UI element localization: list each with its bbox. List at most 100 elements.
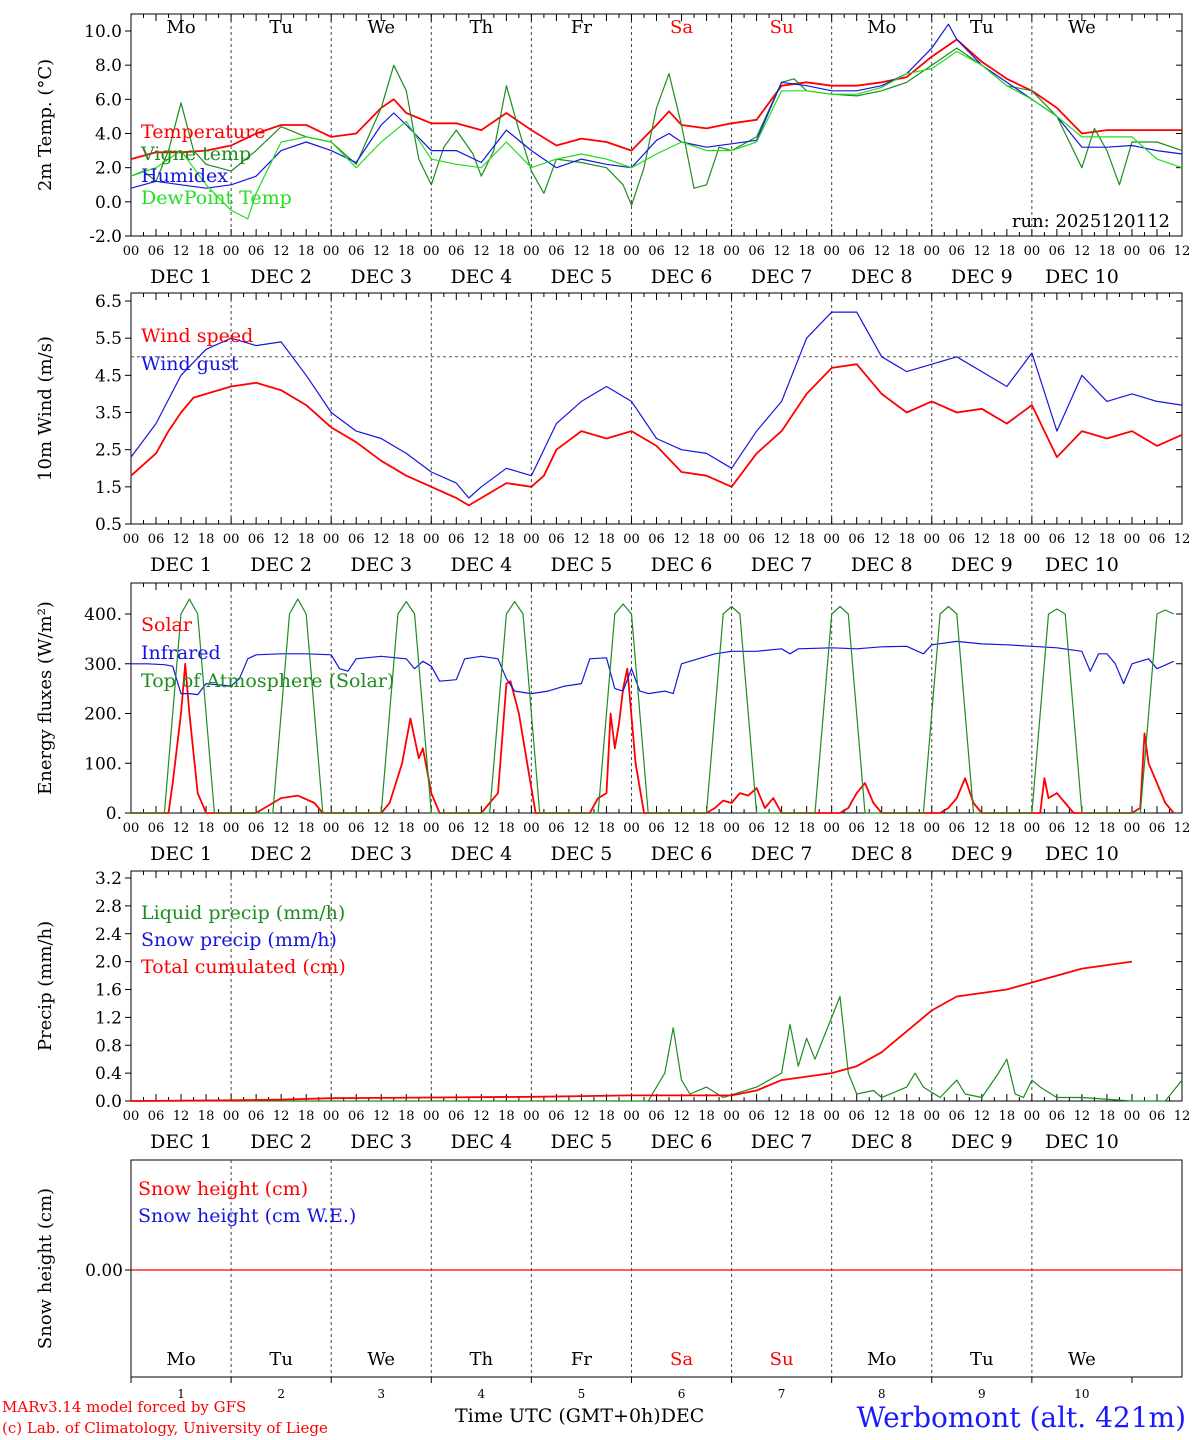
date-label: DEC 10 [1045, 554, 1119, 576]
hour-label: 18 [798, 532, 815, 547]
hour-label: 18 [898, 1109, 915, 1124]
hour-label: 00 [423, 1109, 440, 1124]
date-label: DEC 8 [851, 554, 913, 576]
energy-panel [125, 582, 1183, 814]
hour-label: 06 [648, 821, 665, 836]
hour-label: 00 [523, 1109, 540, 1124]
hour-label: 18 [498, 1109, 515, 1124]
hour-label: 00 [123, 821, 140, 836]
day-number-label: 3 [377, 1387, 385, 1401]
hour-label: 12 [1174, 821, 1191, 836]
hour-label: 12 [873, 244, 890, 259]
hour-label: 06 [148, 821, 165, 836]
hour-label: 00 [923, 821, 940, 836]
date-label: DEC 5 [551, 554, 613, 576]
date-label: DEC 3 [350, 266, 412, 288]
wind-y-axis-label: 10m Wind (m/s) [35, 336, 56, 481]
legend-entry: Top of Atmosphere (Solar) [141, 670, 394, 692]
weekday-label: Sa [670, 17, 693, 38]
hour-label: 06 [748, 821, 765, 836]
hour-label: 18 [298, 532, 315, 547]
temperature-y-axis-label: 2m Temp. (°C) [35, 59, 56, 191]
hour-label: 18 [198, 821, 215, 836]
weekday-label: We [367, 17, 395, 38]
y-tick-label: 2.0 [95, 159, 122, 179]
hour-label: 18 [698, 244, 715, 259]
day-number-label: 10 [1074, 1387, 1089, 1401]
y-tick-label: 3.5 [95, 404, 122, 424]
hour-label: 06 [1149, 532, 1166, 547]
hour-label: 18 [598, 532, 615, 547]
hour-label: 00 [423, 532, 440, 547]
hour-label: 00 [523, 244, 540, 259]
weekday-label: We [1068, 1349, 1096, 1370]
legend-entry: Liquid precip (mm/h) [141, 902, 345, 924]
hour-label: 12 [873, 821, 890, 836]
hour-label: 18 [798, 244, 815, 259]
date-label: DEC 2 [250, 266, 312, 288]
y-tick-label: 1.6 [95, 981, 122, 1001]
date-label: DEC 10 [1045, 1131, 1119, 1153]
hour-label: 00 [823, 821, 840, 836]
credit-model: MARv3.14 model forced by GFS [2, 1398, 247, 1416]
date-label: DEC 4 [450, 266, 512, 288]
hour-label: 00 [723, 532, 740, 547]
date-label: DEC 7 [751, 843, 813, 865]
y-tick-label: 0.0 [95, 1092, 122, 1112]
y-tick-label: 100. [84, 754, 122, 774]
date-label: DEC 1 [150, 554, 212, 576]
x-axis-label: Time UTC (GMT+0h)DEC [455, 1405, 704, 1427]
date-label: DEC 2 [250, 843, 312, 865]
x-axis-title: Time UTC (GMT+0h) [455, 1405, 661, 1427]
hour-label: 12 [473, 1109, 490, 1124]
y-tick-label: 8.0 [95, 56, 122, 76]
hour-label: 12 [673, 821, 690, 836]
temperature-series-temperature [130, 38, 1182, 160]
snow-y-axis-label: Snow height (cm) [35, 1188, 56, 1349]
legend-entry: Wind speed [141, 325, 253, 347]
date-label: DEC 9 [951, 266, 1013, 288]
precip-y-axis-label: Precip (mm/h) [35, 921, 56, 1051]
date-label: DEC 7 [751, 1131, 813, 1153]
wind-frame [130, 292, 1183, 525]
hour-label: 12 [573, 244, 590, 259]
y-tick-label: 5.5 [95, 329, 122, 349]
hour-label: 00 [723, 1109, 740, 1124]
hour-label: 06 [1049, 821, 1066, 836]
legend-entry: Snow height (cm W.E.) [138, 1205, 356, 1227]
hour-label: 06 [548, 532, 565, 547]
date-label: DEC 3 [350, 554, 412, 576]
temperature-series-vigne-temp [130, 47, 1183, 206]
hour-label: 06 [949, 244, 966, 259]
hour-label: 12 [974, 821, 991, 836]
hour-label: 00 [123, 244, 140, 259]
hour-label: 00 [923, 244, 940, 259]
hour-label: 06 [248, 1109, 265, 1124]
hour-label: 00 [223, 821, 240, 836]
hour-label: 06 [848, 1109, 865, 1124]
date-label: DEC 3 [350, 843, 412, 865]
hour-label: 12 [974, 1109, 991, 1124]
hour-label: 18 [898, 821, 915, 836]
hour-label: 12 [473, 244, 490, 259]
hour-label: 18 [999, 532, 1016, 547]
y-tick-label: 4.5 [95, 366, 122, 386]
y-tick-label: 0.8 [95, 1036, 122, 1056]
hour-label: 12 [773, 1109, 790, 1124]
snow-frame [130, 1159, 1183, 1378]
date-label: DEC 9 [951, 843, 1013, 865]
y-tick-label: 2.4 [95, 925, 122, 945]
hour-label: 00 [223, 244, 240, 259]
weekday-label: Mo [166, 1349, 195, 1370]
hour-label: 12 [473, 821, 490, 836]
y-tick-label: 1.5 [95, 478, 122, 498]
hour-label: 06 [648, 1109, 665, 1124]
hour-label: 18 [398, 821, 415, 836]
hour-label: 12 [373, 821, 390, 836]
hour-label: 12 [673, 532, 690, 547]
weekday-label: We [367, 1349, 395, 1370]
date-label: DEC 7 [751, 266, 813, 288]
day-number-label: 1 [177, 1387, 185, 1401]
hour-label: 12 [573, 1109, 590, 1124]
y-tick-label: -2.0 [89, 227, 122, 247]
